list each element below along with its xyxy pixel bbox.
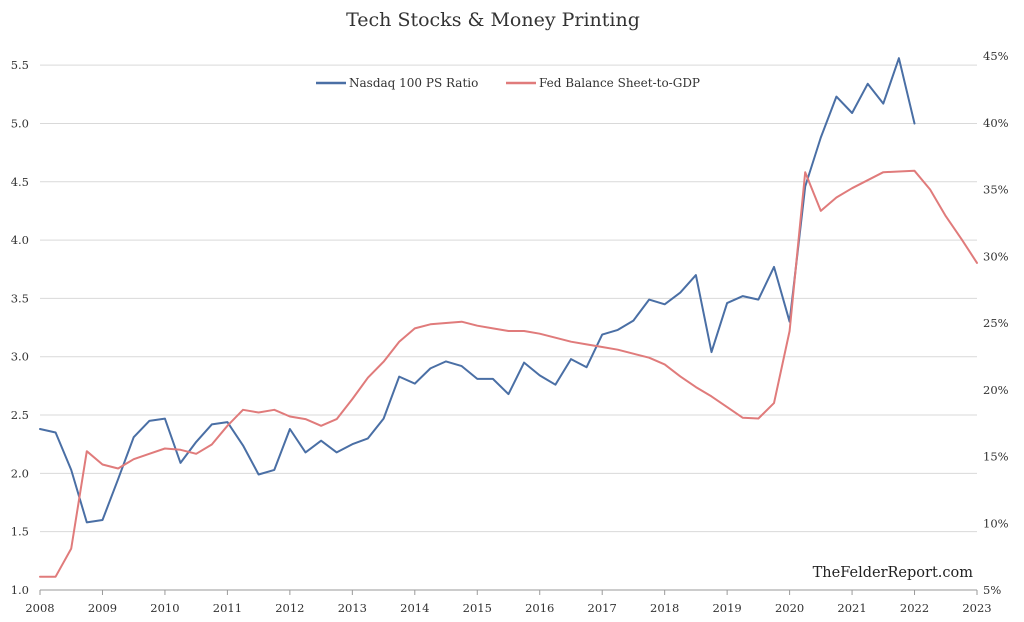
x-tick-label: 2021 xyxy=(837,601,866,615)
y-right-tick-label: 15% xyxy=(983,450,1009,464)
x-tick-label: 2019 xyxy=(712,601,741,615)
x-tick-label: 2015 xyxy=(463,601,492,615)
legend: Nasdaq 100 PS Ratio Fed Balance Sheet-to-… xyxy=(316,76,700,90)
x-tick-label: 2008 xyxy=(25,601,54,615)
x-tick-label: 2009 xyxy=(88,601,117,615)
y-left-tick-label: 3.0 xyxy=(11,350,29,364)
gridlines xyxy=(40,64,977,533)
y-right-tick-label: 30% xyxy=(983,249,1009,263)
x-tick-label: 2010 xyxy=(150,601,179,615)
y-left-tick-label: 1.5 xyxy=(11,525,29,539)
x-tick-label: 2016 xyxy=(525,601,554,615)
x-tick-label: 2018 xyxy=(650,601,679,615)
y-left-tick-label: 2.5 xyxy=(11,408,29,422)
watermark: TheFelderReport.com xyxy=(813,565,974,581)
y-left-tick-label: 5.5 xyxy=(11,58,29,72)
y-left-tick-label: 4.0 xyxy=(11,233,29,247)
x-tick-label: 2023 xyxy=(962,601,991,615)
legend-label: Nasdaq 100 PS Ratio xyxy=(349,76,478,90)
y-left-tick-label: 1.0 xyxy=(11,583,29,597)
legend-label: Fed Balance Sheet-to-GDP xyxy=(539,76,700,90)
x-tick-label: 2013 xyxy=(338,601,367,615)
series-lines xyxy=(39,57,978,578)
y-left-tick-label: 5.0 xyxy=(11,116,29,130)
x-tick-label: 2014 xyxy=(400,601,429,615)
axes: 1.0 1.5 2.0 2.5 3.0 3.5 4.0 4.5 5.0 5.5 5% 10% 15% 20… xyxy=(11,49,1009,615)
x-tick-label: 2012 xyxy=(275,601,304,615)
y-right-tick-label: 45% xyxy=(983,49,1009,63)
series-line-nasdaq-ps-ratio xyxy=(39,57,916,524)
x-tick-label: 2022 xyxy=(900,601,929,615)
y-right-tick-label: 35% xyxy=(983,183,1009,197)
y-left-tick-label: 4.5 xyxy=(11,175,29,189)
y-right-tick-label: 40% xyxy=(983,116,1009,130)
y-left-tick-label: 3.5 xyxy=(11,291,29,305)
chart-title: Tech Stocks & Money Printing xyxy=(346,9,640,31)
y-right-tick-label: 25% xyxy=(983,316,1009,330)
x-tick-label: 2011 xyxy=(213,601,242,615)
y-right-tick-label: 10% xyxy=(983,516,1009,530)
x-tick-label: 2017 xyxy=(588,601,617,615)
y-right-tick-label: 20% xyxy=(983,383,1009,397)
x-tick-label: 2020 xyxy=(775,601,804,615)
y-right-tick-label: 5% xyxy=(983,583,1001,597)
series-line-fed-balance-sheet xyxy=(39,169,978,578)
y-left-tick-label: 2.0 xyxy=(11,466,29,480)
